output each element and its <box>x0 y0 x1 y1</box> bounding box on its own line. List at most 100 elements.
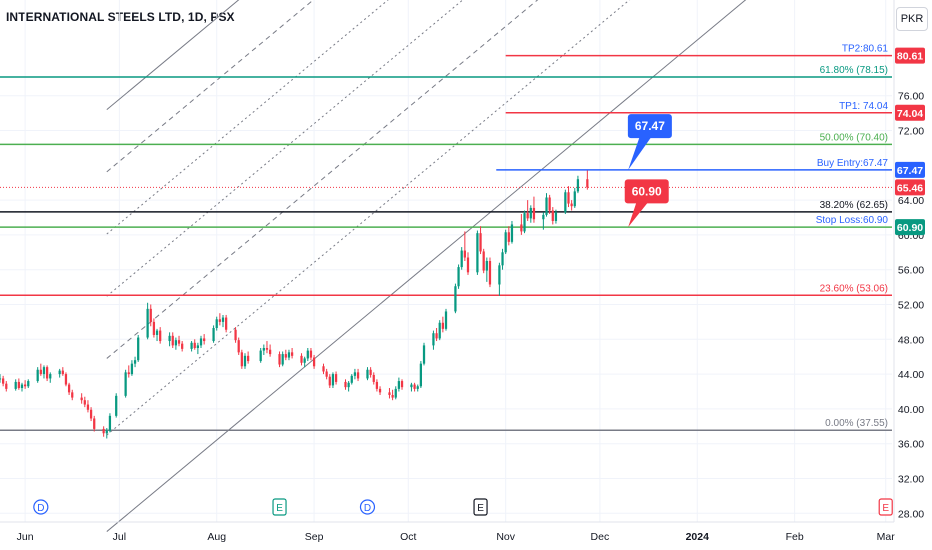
candle-body <box>554 212 558 221</box>
candle-body <box>347 382 350 388</box>
candle-body <box>234 329 237 341</box>
candle-body <box>152 321 156 335</box>
candle <box>388 388 391 399</box>
candle <box>322 363 325 375</box>
candle-body <box>86 404 90 410</box>
candle <box>334 371 338 385</box>
candle <box>284 349 287 361</box>
candle-body <box>322 366 325 372</box>
candle <box>482 248 485 274</box>
price-tick-label: 28.00 <box>898 508 924 520</box>
candle-body <box>108 415 112 431</box>
candle-body <box>457 267 460 287</box>
candle <box>93 415 96 432</box>
candle <box>375 379 379 392</box>
candle-body <box>17 381 20 389</box>
candle <box>259 348 262 363</box>
candle-body <box>105 430 108 434</box>
candle <box>67 382 71 395</box>
candle <box>548 194 551 215</box>
price-badge: 67.47 <box>895 161 925 178</box>
candle-body <box>463 250 466 258</box>
candle-body <box>137 337 140 361</box>
candle <box>498 262 501 296</box>
candle-body <box>155 330 159 335</box>
candle <box>564 189 567 215</box>
candle <box>0 374 2 383</box>
candle <box>278 351 281 368</box>
price-badge: 65.46 <box>895 179 925 196</box>
candle <box>80 393 83 404</box>
candle <box>501 248 504 270</box>
candle <box>36 367 39 383</box>
candle-body <box>102 428 105 434</box>
candles <box>0 170 589 439</box>
candle <box>397 377 401 392</box>
callout-pointer <box>628 136 652 170</box>
candle-body <box>331 374 335 386</box>
candle <box>325 368 328 380</box>
candle-body <box>369 369 372 375</box>
level-label: 50.00% (70.40) <box>820 132 888 143</box>
level-label: TP2:80.61 <box>842 44 889 55</box>
candle-body <box>290 352 294 356</box>
candle <box>177 335 181 347</box>
level-label: 23.60% (53.06) <box>820 283 888 294</box>
candle-body <box>542 214 545 220</box>
earnings-marker: E <box>473 498 488 516</box>
candle-body <box>42 367 46 375</box>
time-tick-label: 2024 <box>686 531 710 543</box>
candle-body <box>520 224 523 232</box>
candle <box>463 231 466 261</box>
candle <box>108 413 112 433</box>
level-label: Buy Entry:67.47 <box>817 158 889 169</box>
candle-body <box>400 381 404 388</box>
candle-body <box>265 348 269 350</box>
candle-body <box>567 192 570 204</box>
price-tick-label: 76.00 <box>898 91 924 103</box>
candle <box>419 361 423 389</box>
candle-body <box>71 392 74 398</box>
candle-body <box>501 252 504 266</box>
candle <box>306 348 309 362</box>
candle-body <box>410 384 413 388</box>
candle-body <box>20 384 24 389</box>
candle-body <box>570 203 573 207</box>
candle-body <box>39 369 42 375</box>
price-tick-label: 32.00 <box>898 474 924 486</box>
candle-body <box>378 388 382 393</box>
candle <box>394 386 397 400</box>
candle <box>212 325 215 343</box>
candle-body <box>586 179 589 188</box>
candle-body <box>89 409 93 419</box>
candle-body <box>479 233 482 252</box>
candle <box>133 356 137 368</box>
candle <box>441 316 444 333</box>
candle-body <box>416 386 419 389</box>
candle <box>328 374 331 389</box>
candle <box>504 229 507 255</box>
candle <box>130 360 134 376</box>
candle <box>287 349 291 361</box>
horizontal-levels: TP2:80.61 61.80% (78.15) TP1: 74.04 50.00% … <box>0 44 892 431</box>
candle <box>61 367 64 376</box>
earnings-marker-icon <box>272 498 287 516</box>
event-marker-letter: D <box>37 503 44 514</box>
candle <box>391 389 394 401</box>
candle <box>444 308 448 331</box>
candle <box>218 313 221 326</box>
candle-body <box>545 197 548 215</box>
price-tick-label: 52.00 <box>898 300 924 312</box>
price-tick-label: 64.00 <box>898 195 924 207</box>
candle <box>567 186 570 208</box>
price-tick-label: 40.00 <box>898 404 924 416</box>
candle-body <box>64 374 68 385</box>
candle-body <box>243 355 247 367</box>
currency-badge[interactable]: PKR <box>896 7 928 31</box>
candle-body <box>14 381 17 389</box>
price-callout: 67.47 <box>627 114 672 170</box>
candle-body <box>284 354 287 358</box>
candle <box>265 341 269 354</box>
candle-body <box>372 374 375 382</box>
